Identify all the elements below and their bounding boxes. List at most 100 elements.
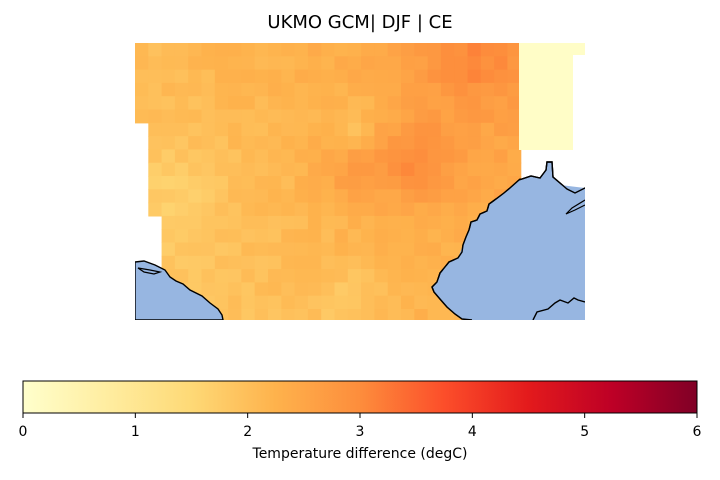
grid-cell — [148, 122, 163, 137]
colorbar-ticks — [22, 413, 698, 418]
grid-cell — [241, 269, 256, 283]
grid-cell — [414, 215, 429, 230]
grid-cell — [228, 69, 242, 84]
grid-cell — [374, 215, 389, 230]
grid-cell — [307, 309, 322, 320]
grid-cell — [361, 242, 375, 257]
grid-cell — [414, 56, 429, 71]
grid-cell — [214, 176, 229, 190]
grid-cell — [281, 229, 296, 244]
grid-cell — [241, 215, 256, 230]
grid-cell — [361, 162, 375, 177]
grid-cell — [188, 149, 203, 164]
grid-cell — [201, 96, 216, 111]
grid-cell — [201, 282, 216, 297]
grid-cell — [294, 82, 309, 97]
grid-cell — [507, 43, 522, 57]
grid-cell — [347, 122, 362, 137]
grid-cell — [201, 269, 216, 283]
grid-cell — [374, 282, 389, 297]
grid-cell — [294, 96, 309, 111]
grid-cell — [148, 136, 163, 150]
grid-cell — [387, 295, 402, 310]
grid-cell — [467, 189, 482, 204]
grid-cell — [414, 69, 429, 84]
grid-cell — [201, 229, 216, 244]
grid-cell — [148, 43, 163, 57]
grid-cell — [387, 215, 402, 230]
grid-cell — [321, 295, 336, 310]
grid-cell — [401, 82, 415, 97]
grid-cell — [281, 176, 296, 190]
grid-cell — [268, 176, 282, 190]
grid-cell — [427, 162, 442, 177]
grid-cell — [401, 242, 415, 257]
grid-cell — [268, 189, 282, 204]
grid-cell — [228, 309, 242, 320]
grid-cell — [507, 69, 522, 84]
grid-cell — [334, 149, 349, 164]
grid-cell — [440, 96, 455, 111]
grid-cell — [374, 96, 389, 111]
grid-cell — [241, 295, 256, 310]
grid-cell — [401, 122, 415, 137]
grid-cell — [334, 309, 349, 320]
grid-cell — [174, 136, 189, 150]
grid-cell — [387, 255, 402, 270]
grid-cell — [387, 176, 402, 190]
grid-cell — [480, 176, 495, 190]
grid-cell — [427, 295, 442, 310]
grid-cell — [188, 229, 203, 244]
grid-cell — [414, 43, 429, 57]
grid-cell — [268, 215, 282, 230]
grid-cell — [427, 255, 442, 270]
grid-cell — [494, 149, 508, 164]
grid-cell — [334, 122, 349, 137]
grid-cell — [214, 96, 229, 111]
grid-cell — [401, 176, 415, 190]
grid-cell — [321, 215, 336, 230]
grid-cell — [427, 122, 442, 137]
grid-cell — [494, 109, 508, 124]
grid-cell — [174, 69, 189, 84]
grid-cell — [294, 189, 309, 204]
grid-cell — [401, 229, 415, 244]
grid-cell — [347, 215, 362, 230]
grid-cell — [480, 56, 495, 71]
grid-cell — [374, 189, 389, 204]
grid-cell — [361, 149, 375, 164]
grid-cell — [494, 176, 508, 190]
grid-cell — [414, 176, 429, 190]
grid-cell — [507, 149, 522, 164]
colorbar-label: Temperature difference (degC) — [252, 446, 468, 462]
grid-cell — [161, 56, 176, 71]
grid-cell — [135, 56, 149, 71]
grid-cell — [334, 162, 349, 177]
grid-cell — [427, 309, 442, 320]
grid-cell — [401, 295, 415, 310]
grid-cell — [347, 176, 362, 190]
grid-cell — [281, 295, 296, 310]
grid-cell — [361, 96, 375, 111]
grid-cell — [321, 96, 336, 111]
grid-cell — [361, 69, 375, 84]
grid-cell — [188, 162, 203, 177]
grid-cell — [494, 43, 508, 57]
grid-cell — [254, 109, 269, 124]
grid-cell — [201, 82, 216, 97]
grid-cell — [347, 56, 362, 71]
grid-cell — [480, 136, 495, 150]
grid-cell — [174, 56, 189, 71]
grid-cell — [228, 176, 242, 190]
grid-cell — [401, 43, 415, 57]
grid-cell — [361, 309, 375, 320]
grid-cell — [135, 96, 149, 111]
grid-cell — [440, 189, 455, 204]
grid-cell — [294, 162, 309, 177]
grid-cell — [307, 295, 322, 310]
grid-cell — [228, 242, 242, 257]
grid-cell — [254, 96, 269, 111]
grid-cell — [241, 255, 256, 270]
grid-cell — [294, 242, 309, 257]
